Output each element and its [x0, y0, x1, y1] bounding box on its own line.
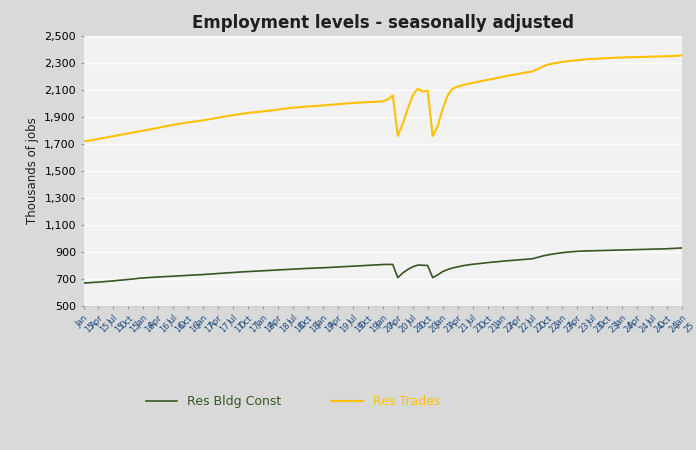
Res Bldg Const	[638, 247, 647, 252]
Res Trades	[219, 114, 228, 119]
Legend: Res Bldg Const, Res Trades: Res Bldg Const, Res Trades	[141, 390, 445, 413]
Res Trades	[139, 128, 148, 133]
Res Bldg Const	[139, 275, 148, 281]
Line: Res Trades: Res Trades	[84, 55, 682, 141]
Res Bldg Const	[454, 264, 462, 270]
Res Bldg Const	[219, 270, 228, 276]
Res Bldg Const	[79, 280, 88, 286]
Res Trades	[483, 77, 491, 83]
Line: Res Bldg Const: Res Bldg Const	[84, 248, 682, 283]
Res Trades	[79, 139, 88, 144]
Res Trades	[638, 54, 647, 59]
Res Trades	[678, 53, 686, 58]
Y-axis label: Thousands of jobs: Thousands of jobs	[26, 117, 39, 225]
Title: Employment levels - seasonally adjusted: Employment levels - seasonally adjusted	[192, 14, 574, 32]
Res Trades	[334, 101, 342, 107]
Res Trades	[454, 84, 462, 89]
Res Bldg Const	[334, 264, 342, 270]
Res Bldg Const	[483, 260, 491, 265]
Res Bldg Const	[678, 245, 686, 251]
